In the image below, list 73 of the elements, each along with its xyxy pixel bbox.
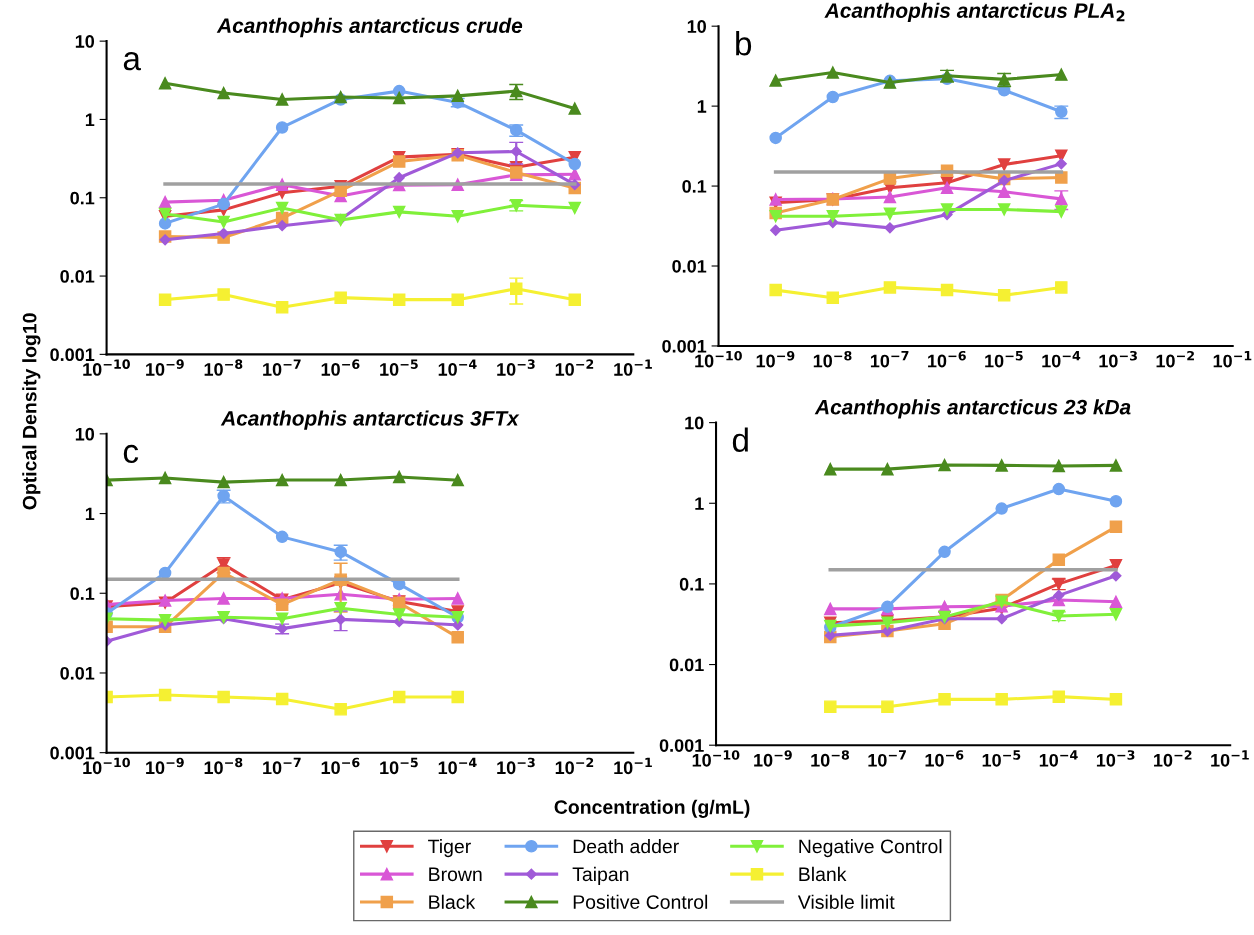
y-tick-label: 0.01: [672, 259, 707, 273]
x-tick-label: 10$^{−6}$: [925, 750, 964, 767]
y-tick-label: 1: [697, 100, 707, 113]
legend-label: Tiger: [428, 839, 471, 858]
annotation: c: [123, 444, 139, 464]
y-tick-label: 1: [85, 113, 95, 126]
legend-label: Visible limit: [797, 894, 895, 909]
legend-label: Black: [429, 894, 476, 909]
y-tick-label: 0.01: [669, 658, 704, 672]
legend-label: Blank: [799, 866, 847, 882]
y-tick-label: 10: [685, 416, 704, 430]
x-tick-label: 10$^{−6}$: [321, 359, 360, 376]
chart-title: Acanthophis antarcticus crude: [216, 17, 523, 38]
y-tick-label: 0.01: [60, 269, 95, 283]
annotation: b: [736, 30, 752, 56]
x-tick-label: 10$^{−7}$: [868, 750, 906, 767]
x-tick-label: 10$^{−4}$: [438, 757, 477, 775]
x-tick-label: 10$^{−1}$: [1211, 750, 1249, 767]
x-tick-label: 10$^{−3}$: [1099, 350, 1137, 368]
y-tick-label: 0.001: [659, 739, 704, 752]
legend-label: Death adder: [573, 839, 679, 854]
x-axis-title: Concentration (g/mL): [554, 799, 750, 818]
y-tick-label: 10: [687, 20, 706, 33]
x-tick-label: 10$^{−6}$: [928, 350, 966, 368]
x-tick-label: 10$^{−6}$: [321, 757, 360, 775]
y-tick-label: 0.1: [70, 191, 95, 205]
x-tick-label: 10$^{−2}$: [555, 359, 594, 376]
x-tick-label: 10$^{−3}$: [497, 757, 535, 775]
x-tick-label: 10$^{−1}$: [614, 359, 652, 376]
x-tick-label: 10$^{−3}$: [1096, 750, 1135, 767]
x-tick-label: 10$^{−7}$: [870, 351, 909, 368]
x-tick-label: 10$^{−7}$: [263, 359, 301, 376]
chart-title: Acanthophis antarcticus PLA$_{2}$: [824, 2, 1125, 23]
y-tick-label: 0.01: [60, 666, 95, 680]
x-tick-label: 10$^{−8}$: [813, 350, 852, 368]
y-tick-label: 0.001: [50, 348, 95, 362]
chart-title: Acanthophis antarcticus 3FTx: [220, 410, 520, 430]
x-tick-label: 10$^{−9}$: [146, 359, 184, 376]
x-tick-label: 10$^{−1}$: [614, 757, 652, 775]
y-tick-label: 10: [75, 427, 95, 441]
x-tick-label: 10$^{−4}$: [1039, 750, 1078, 767]
y-tick-label: 0.1: [682, 180, 707, 193]
legend-label: Positive Control: [573, 894, 708, 909]
x-tick-label: 10$^{−4}$: [1042, 351, 1081, 368]
x-tick-label: 10$^{−9}$: [754, 750, 792, 767]
legend-label: Taipan: [572, 866, 629, 885]
y-tick-label: 1: [85, 507, 95, 521]
x-tick-label: 10$^{−8}$: [204, 359, 243, 376]
legend-label: Negative Control: [799, 839, 942, 858]
x-tick-label: 10$^{−7}$: [263, 757, 301, 775]
x-tick-label: 10$^{−9}$: [146, 757, 184, 775]
y-tick-label: 10: [75, 35, 95, 48]
x-tick-label: 10$^{−8}$: [811, 750, 850, 767]
legend-label: Brown: [429, 867, 482, 882]
annotation: a: [123, 52, 141, 71]
chart-title: Acanthophis antarcticus 23 kDa: [814, 399, 1131, 419]
x-tick-label: 10$^{−3}$: [497, 359, 535, 376]
x-tick-label: 10$^{−2}$: [1154, 750, 1192, 767]
x-tick-label: 10$^{−2}$: [555, 757, 594, 775]
y-tick-label: 0.1: [70, 587, 95, 600]
x-tick-label: 10$^{−5}$: [380, 757, 418, 775]
y-axis-title: Optical Density log10: [22, 313, 41, 510]
x-tick-label: 10$^{−4}$: [438, 359, 477, 376]
x-tick-label: 10$^{−5}$: [985, 351, 1023, 368]
x-tick-label: 10$^{−5}$: [380, 359, 418, 376]
y-tick-label: 1: [695, 497, 704, 510]
x-tick-label: 10$^{−9}$: [756, 350, 795, 368]
annotation: d: [732, 427, 748, 452]
x-tick-label: 10$^{−2}$: [1156, 350, 1194, 368]
y-tick-label: 0.1: [679, 577, 704, 591]
x-tick-label: 10$^{−5}$: [982, 750, 1021, 767]
x-tick-label: 10$^{−1}$: [1213, 351, 1252, 368]
x-tick-label: 10$^{−8}$: [204, 757, 243, 775]
